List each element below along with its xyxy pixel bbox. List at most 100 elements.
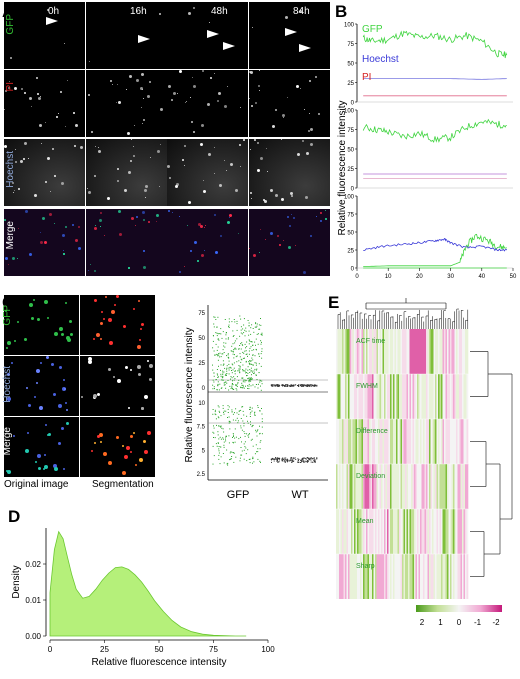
gfp-point — [212, 364, 213, 366]
heatmap-cell — [397, 464, 400, 509]
heatmap-cell — [441, 374, 443, 419]
gfp-point — [231, 386, 233, 388]
heatmap-cell — [351, 374, 353, 419]
cell-dot — [224, 105, 227, 108]
cell-dot — [299, 10, 302, 13]
gfp-point — [244, 435, 246, 437]
cell-dot — [75, 239, 78, 242]
gfp-point — [249, 413, 251, 415]
heatmap-cell — [406, 374, 409, 419]
heatmap-cell — [418, 464, 421, 509]
category-label-gfp: GFP — [227, 489, 250, 501]
heatmap-cell — [366, 554, 368, 599]
gfp-point — [216, 373, 218, 375]
cell-dot — [29, 97, 32, 100]
gfp-point — [223, 441, 225, 443]
gfp-point — [240, 386, 242, 388]
cell-dot — [134, 125, 135, 126]
gfp-point — [215, 319, 217, 320]
heatmap-cell — [351, 554, 353, 599]
heatmap-cell — [382, 509, 385, 554]
heatmap-cell — [405, 374, 407, 419]
gfp-point — [220, 426, 221, 428]
gfp-point — [233, 389, 235, 390]
cell-dot — [38, 467, 41, 470]
heatmap-cell — [405, 464, 407, 509]
cell-dot — [98, 147, 99, 148]
gfp-point — [232, 353, 234, 355]
gfp-point — [216, 326, 218, 328]
gfp-point — [250, 378, 252, 380]
gfp-point — [217, 316, 219, 318]
cell-dot — [243, 139, 245, 141]
gfp-point — [251, 426, 253, 428]
gfp-point — [242, 377, 243, 379]
cell-dot — [302, 140, 304, 142]
cell-dot — [139, 458, 143, 462]
heatmap-cell — [370, 419, 373, 464]
gfp-point — [228, 324, 230, 326]
gfp-point — [243, 379, 245, 381]
gfp-point — [261, 426, 263, 428]
gfp-point — [242, 364, 244, 366]
gfp-point — [258, 363, 260, 365]
gfp-point — [250, 370, 252, 372]
heatmap-cell — [459, 464, 461, 509]
heatmap-cell — [369, 374, 371, 419]
cell-dot — [123, 325, 126, 328]
heatmap-cell — [420, 554, 422, 599]
y-tick-label: 0 — [351, 187, 355, 193]
gfp-point — [248, 379, 250, 381]
cell-dot — [40, 232, 41, 233]
heatmap-cell — [418, 509, 421, 554]
heatmap-cell — [403, 329, 406, 374]
gfp-point — [232, 436, 234, 437]
cell-dot — [226, 170, 227, 171]
gfp-point — [216, 389, 218, 391]
gfp-point — [242, 328, 244, 330]
gfp-point — [213, 427, 215, 429]
heatmap-cell — [387, 464, 389, 509]
arrowhead-icon — [46, 17, 58, 25]
cell-dot — [320, 220, 322, 222]
gfp-point — [218, 406, 220, 408]
heatmap-cell — [366, 329, 368, 374]
gfp-point — [231, 411, 233, 413]
wt-point — [286, 384, 288, 386]
heatmap-cell — [370, 464, 373, 509]
cell-dot — [11, 176, 12, 177]
gfp-point — [224, 381, 226, 383]
heatmap-cell — [417, 464, 419, 509]
heatmap-cell — [453, 329, 455, 374]
heatmap-cell — [375, 374, 377, 419]
gfp-point — [227, 338, 229, 340]
gfp-point — [217, 338, 219, 340]
wt-point — [279, 384, 281, 386]
heatmap-cell — [384, 509, 386, 554]
cell-dot — [149, 364, 153, 368]
gfp-point — [216, 369, 218, 370]
heatmap-cell — [460, 509, 463, 554]
heatmap-cell — [442, 329, 445, 374]
heatmap-cell — [463, 329, 466, 374]
gfp-point — [217, 333, 219, 335]
heatmap-cell — [424, 329, 427, 374]
gfp-point — [228, 327, 230, 328]
wt-point — [284, 461, 286, 463]
heatmap-cell — [352, 464, 355, 509]
heatmap-cell — [433, 419, 436, 464]
gfp-point — [224, 319, 226, 320]
cell-dot — [316, 216, 317, 217]
gfp-point — [257, 387, 259, 389]
cell-dot — [10, 57, 12, 59]
heatmap-cell — [397, 419, 400, 464]
gfp-point — [245, 360, 247, 362]
gfp-point — [218, 365, 219, 367]
cell-dot — [66, 422, 69, 425]
gfp-point — [220, 356, 222, 358]
gfp-point — [247, 422, 249, 424]
gfp-point — [214, 409, 216, 411]
cell-dot — [296, 85, 299, 88]
cell-dot — [310, 143, 313, 146]
wt-point — [302, 385, 304, 387]
